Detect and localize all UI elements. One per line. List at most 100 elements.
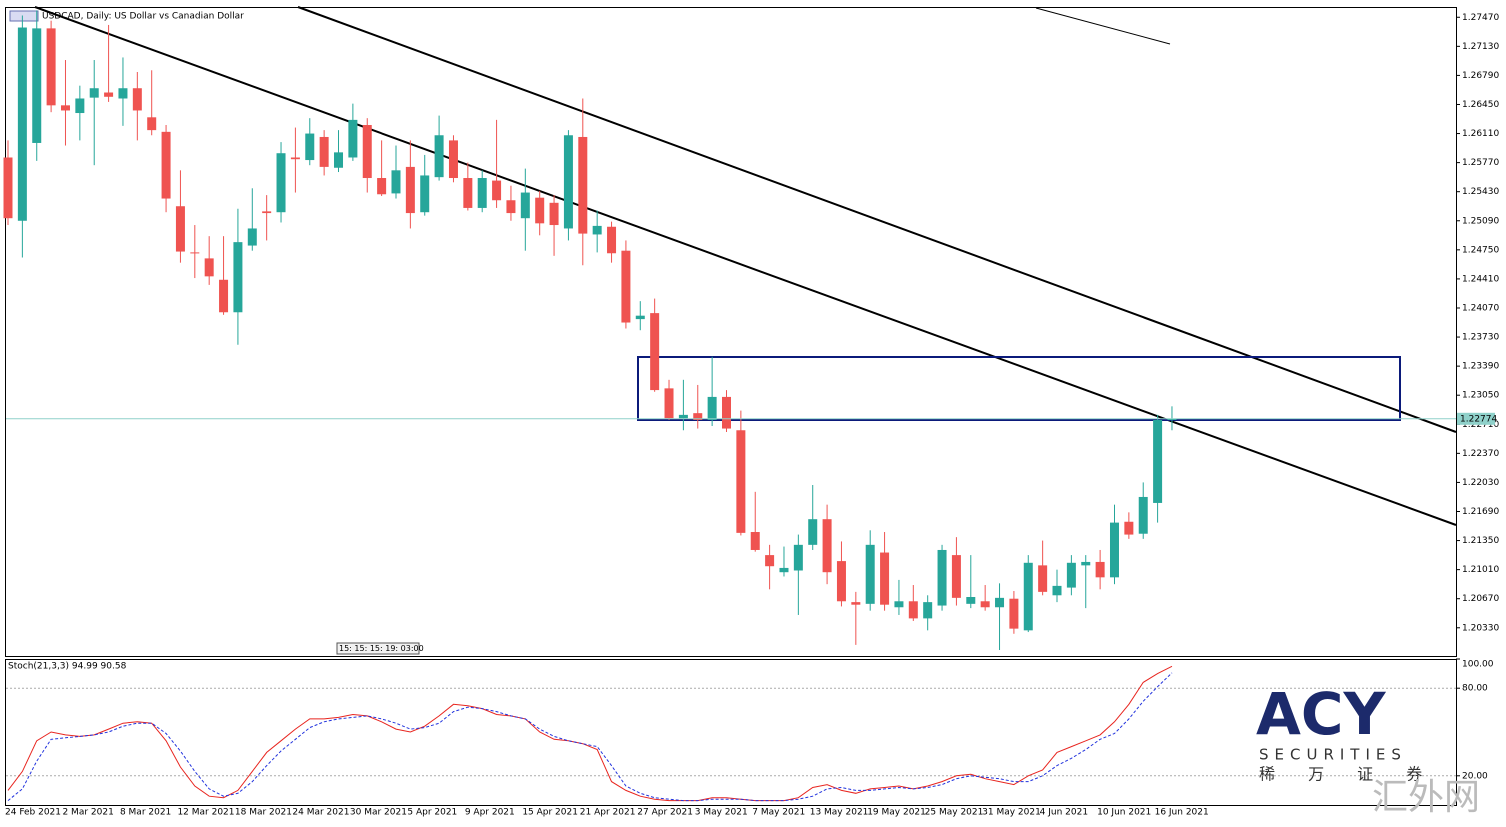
candle-body [348, 119, 358, 158]
y-tick-label: 1.24410 [1462, 274, 1499, 284]
candle-body [880, 552, 890, 605]
candle-body [391, 170, 401, 194]
candle-body [377, 178, 387, 195]
stoch-line [7, 672, 1173, 802]
candle-body [161, 131, 171, 199]
zone-rectangle [637, 356, 1401, 421]
candle-body [951, 555, 961, 598]
y-tick-label: 80.00 [1462, 684, 1488, 694]
timer: 15: 15: 15: 19: 03:00 [339, 644, 424, 653]
y-tick-label: 1.23730 [1462, 333, 1499, 343]
drawn-objects [34, 6, 1457, 526]
candle-body [463, 178, 473, 208]
x-tick-label: 24 Feb 2021 [5, 808, 61, 818]
price-panel-frame [5, 7, 1457, 657]
x-tick-label: 8 Mar 2021 [120, 808, 171, 818]
candle-body [305, 133, 315, 161]
x-tick-label: 25 May 2021 [925, 808, 984, 818]
y-tick-label: 1.22030 [1462, 478, 1499, 488]
y-tick-label: 20.00 [1462, 771, 1488, 781]
candle-body [104, 92, 114, 97]
candle-body [1124, 521, 1134, 535]
candle-body [89, 88, 99, 98]
candle-body [578, 136, 588, 234]
candle-body [765, 555, 775, 567]
candle-body [204, 258, 214, 277]
x-tick-label: 18 Mar 2021 [235, 808, 292, 818]
candle-body [779, 567, 789, 573]
y-tick-label: 1.20330 [1462, 623, 1499, 633]
candle-body [506, 200, 516, 214]
y-tick-label: 1.21350 [1462, 536, 1499, 546]
candle-body [420, 175, 430, 213]
y-tick-label: 1.23390 [1462, 362, 1499, 372]
trend-line [1035, 7, 1171, 45]
current-price-label: 1.22774 [1460, 414, 1497, 424]
candle-body [607, 226, 617, 254]
indicator-title: Stoch(21,3,3) 94.99 90.58 [8, 662, 127, 672]
candle-body [851, 602, 861, 605]
candle-body [535, 197, 545, 224]
candle-body [334, 152, 344, 168]
x-tick-label: 2 Mar 2021 [62, 808, 113, 818]
candle-body [995, 597, 1005, 608]
candle-body [118, 88, 128, 99]
x-tick-label: 3 May 2021 [695, 808, 748, 818]
x-tick-label: 7 May 2021 [752, 808, 805, 818]
candle-body [808, 519, 818, 545]
candle-body [793, 544, 803, 571]
x-tick-label: 5 Apr 2021 [407, 808, 457, 818]
y-tick-label: 1.24750 [1462, 245, 1499, 255]
candle-body [448, 140, 458, 179]
candle-body [247, 228, 257, 246]
candle-body [190, 252, 200, 254]
candle-body [980, 601, 990, 608]
candle-body [477, 178, 487, 208]
candle-body [736, 430, 746, 533]
candle-body [233, 242, 243, 313]
candle-body [1009, 598, 1019, 629]
x-tick-label: 15 Apr 2021 [522, 808, 578, 818]
y-tick-label: 1.27470 [1462, 13, 1499, 23]
y-tick-label: 1.22370 [1462, 449, 1499, 459]
trend-line [34, 6, 1457, 526]
candle-body [3, 157, 13, 219]
x-tick-label: 16 Jun 2021 [1155, 808, 1209, 818]
candle-body [937, 549, 947, 606]
candle-body [147, 117, 157, 131]
y-tick-label: 1.26110 [1462, 129, 1499, 139]
x-tick-label: 30 Mar 2021 [350, 808, 407, 818]
x-tick-label: 21 Apr 2021 [580, 808, 636, 818]
candle-body [132, 88, 142, 111]
candle-body [175, 206, 185, 252]
candle-body [434, 135, 444, 178]
y-tick-label: 1.24070 [1462, 303, 1499, 313]
watermark: 汇外网 [1372, 777, 1480, 818]
candle-body [75, 98, 85, 114]
candle-body [32, 28, 42, 143]
candle-body [1066, 562, 1076, 588]
candle-body [664, 388, 674, 419]
candle-body [319, 136, 329, 167]
y-tick-label: 1.26790 [1462, 71, 1499, 81]
x-tick-label: 13 May 2021 [810, 808, 869, 818]
candle-body [17, 27, 27, 221]
candle-body [1095, 561, 1105, 578]
candle-body [1023, 562, 1033, 631]
x-tick-label: 10 Jun 2021 [1097, 808, 1151, 818]
y-tick-label: 1.21690 [1462, 507, 1499, 517]
chart-title: USDCAD, Daily: US Dollar vs Canadian Dol… [42, 12, 244, 22]
y-tick-label: 1.21010 [1462, 565, 1499, 575]
symbol-icon [9, 10, 39, 22]
candle-body [492, 180, 502, 201]
current-price-box [1457, 412, 1495, 425]
candle-body [563, 135, 573, 229]
candle-body [707, 396, 717, 420]
x-tick-label: 24 Mar 2021 [292, 808, 349, 818]
timer-box [336, 642, 420, 655]
y-tick-label: 1.23050 [1462, 391, 1499, 401]
trend-line [297, 6, 1457, 433]
logo-name: ACY [1256, 680, 1386, 748]
